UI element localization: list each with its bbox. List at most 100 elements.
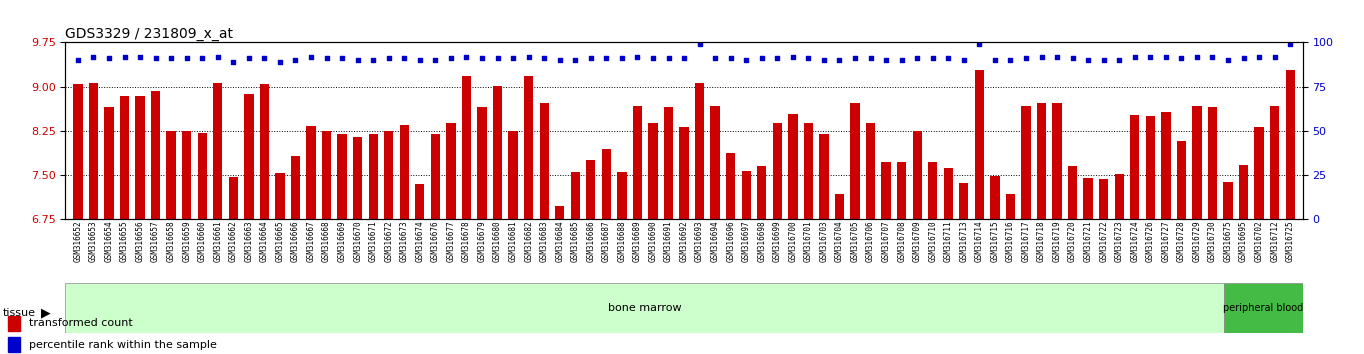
Text: GSM316693: GSM316693	[696, 221, 704, 262]
Text: GSM316667: GSM316667	[307, 221, 315, 262]
Text: GSM316690: GSM316690	[648, 221, 657, 262]
Bar	[633, 105, 642, 219]
Text: GSM316660: GSM316660	[198, 221, 207, 262]
Point	[1202, 54, 1224, 59]
Point	[891, 57, 913, 63]
Bar	[772, 123, 782, 219]
Text: GSM316716: GSM316716	[1005, 221, 1015, 262]
Bar	[259, 84, 269, 219]
Point	[750, 56, 772, 61]
Text: GSM316711: GSM316711	[944, 221, 953, 262]
Text: ▶: ▶	[41, 307, 50, 320]
Point	[735, 57, 757, 63]
Bar	[368, 134, 378, 219]
Bar	[898, 162, 906, 219]
Point	[767, 56, 788, 61]
Point	[160, 56, 181, 61]
Text: GSM316658: GSM316658	[166, 221, 176, 262]
Point	[315, 56, 337, 61]
Point	[1109, 57, 1131, 63]
Bar	[492, 86, 502, 219]
Text: GSM316661: GSM316661	[213, 221, 222, 262]
Point	[1155, 54, 1177, 59]
Bar	[835, 194, 844, 219]
Point	[922, 56, 944, 61]
Text: GSM316656: GSM316656	[135, 221, 145, 262]
Text: GSM316717: GSM316717	[1022, 221, 1030, 262]
Bar	[555, 206, 565, 219]
Bar	[1161, 112, 1170, 219]
Text: GSM316719: GSM316719	[1053, 221, 1061, 262]
Text: GSM316726: GSM316726	[1146, 221, 1155, 262]
Bar	[757, 166, 767, 219]
Point	[1061, 56, 1083, 61]
Bar	[415, 184, 424, 219]
Text: GSM316722: GSM316722	[1099, 221, 1108, 262]
Bar	[524, 76, 533, 219]
Point	[1187, 54, 1209, 59]
Point	[145, 56, 166, 61]
Point	[828, 57, 850, 63]
Text: GSM316670: GSM316670	[353, 221, 363, 262]
Text: GSM316691: GSM316691	[664, 221, 672, 262]
Point	[1000, 57, 1022, 63]
Text: GSM316725: GSM316725	[1286, 221, 1294, 262]
Point	[813, 57, 835, 63]
Text: transformed count: transformed count	[29, 318, 132, 329]
Text: bone marrow: bone marrow	[608, 303, 682, 313]
Point	[113, 54, 135, 59]
Point	[1046, 54, 1068, 59]
Point	[393, 56, 415, 61]
Text: GSM316701: GSM316701	[803, 221, 813, 262]
Point	[937, 56, 959, 61]
Text: GSM316689: GSM316689	[633, 221, 642, 262]
Text: GSM316654: GSM316654	[105, 221, 113, 262]
Text: GSM316718: GSM316718	[1037, 221, 1046, 262]
Point	[906, 56, 928, 61]
Bar	[648, 123, 657, 219]
Text: GSM316706: GSM316706	[866, 221, 876, 262]
Bar	[959, 183, 968, 219]
Point	[548, 57, 570, 63]
Point	[1078, 57, 1099, 63]
Text: GSM316652: GSM316652	[74, 221, 82, 262]
Point	[1248, 54, 1270, 59]
Bar	[1239, 165, 1248, 219]
Text: GSM316708: GSM316708	[898, 221, 906, 262]
Bar	[74, 84, 83, 219]
Text: GSM316692: GSM316692	[679, 221, 689, 262]
Point	[300, 54, 322, 59]
Point	[237, 56, 259, 61]
Bar	[602, 149, 611, 219]
Bar	[928, 162, 937, 219]
Point	[502, 56, 524, 61]
Point	[285, 57, 307, 63]
Point	[782, 54, 803, 59]
Text: GSM316664: GSM316664	[261, 221, 269, 262]
Text: GSM316703: GSM316703	[820, 221, 828, 262]
Text: GSM316674: GSM316674	[415, 221, 424, 262]
Point	[704, 56, 726, 61]
Point	[844, 56, 866, 61]
Bar	[135, 96, 145, 219]
Text: GSM316720: GSM316720	[1068, 221, 1078, 262]
Point	[565, 57, 587, 63]
Text: GSM316653: GSM316653	[89, 221, 98, 262]
Point	[471, 56, 492, 61]
Bar	[587, 160, 596, 219]
Text: GSM316655: GSM316655	[120, 221, 130, 262]
Bar	[151, 91, 161, 219]
Bar	[446, 123, 456, 219]
Point	[269, 59, 291, 65]
Text: GSM316712: GSM316712	[1270, 221, 1279, 262]
Point	[130, 54, 151, 59]
Bar	[322, 131, 331, 219]
Point	[968, 41, 990, 47]
Bar	[166, 131, 176, 219]
Text: GSM316685: GSM316685	[570, 221, 580, 262]
Text: GSM316702: GSM316702	[1255, 221, 1263, 262]
Bar	[990, 176, 1000, 219]
Text: GSM316699: GSM316699	[773, 221, 782, 262]
Text: GSM316666: GSM316666	[291, 221, 300, 262]
Bar	[276, 173, 285, 219]
